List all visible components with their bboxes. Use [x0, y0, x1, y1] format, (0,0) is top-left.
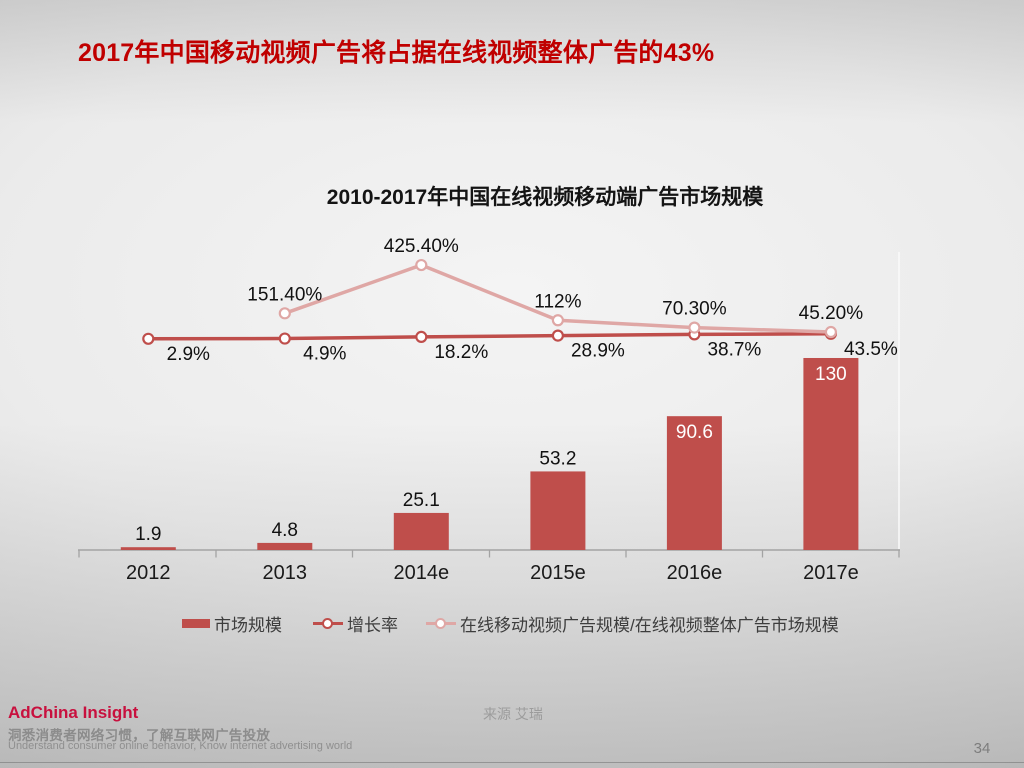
legend-label-growth-rate: 增长率	[347, 615, 398, 635]
line-marker	[824, 325, 838, 339]
legend-item-growth-rate: 增长率	[313, 611, 398, 635]
legend-marker-dot-icon	[435, 618, 446, 629]
line-point-label-below: 38.7%	[707, 339, 761, 360]
legend-item-market-size: 市场规模	[182, 611, 282, 635]
bar-2017e	[803, 357, 859, 550]
legend-bar-swatch-icon	[182, 618, 210, 628]
line-point-label-below: 4.9%	[303, 344, 346, 365]
line-point-label-above: 70.30%	[662, 299, 727, 320]
line-point-label-above: 112%	[534, 291, 581, 312]
line-marker	[278, 307, 291, 320]
line-marker	[688, 321, 701, 334]
category-label: 2016e	[667, 562, 723, 584]
bar-value-label: 53.2	[539, 448, 576, 469]
page-number: 34	[973, 740, 991, 757]
category-label: 2012	[126, 562, 171, 584]
line-marker	[415, 330, 428, 344]
bar-2014e	[393, 512, 449, 550]
legend-label-share-ratio: 在线移动视频广告规模/在线视频整体广告市场规模	[460, 615, 839, 635]
category-label: 2014e	[393, 562, 449, 584]
brand-tagline-en: Understand consumer online behavior, Kno…	[8, 740, 353, 752]
bar-2012	[120, 547, 176, 550]
bar-value-label-inside: 90.6	[676, 422, 713, 443]
legend-item-share-ratio: 在线移动视频广告规模/在线视频整体广告市场规模	[426, 611, 839, 635]
brand-logo-text: AdChina Insight	[8, 703, 139, 722]
legend-marker-dot-icon	[322, 618, 333, 629]
bar-2013	[257, 542, 313, 550]
growth-rate-line	[146, 332, 833, 341]
line-point-label-above: 425.40%	[384, 236, 459, 257]
legend-line-pale-swatch-icon	[426, 617, 456, 629]
line-point-label-below: 43.5%	[844, 339, 898, 360]
bar-2016e	[666, 416, 722, 550]
brand-tagline-cn: 洞悉消费者网络习惯，了解互联网广告投放	[8, 728, 271, 743]
category-label: 2017e	[803, 562, 859, 584]
line-marker	[551, 314, 565, 327]
line-marker	[551, 329, 565, 342]
legend-label-market-size: 市场规模	[214, 615, 282, 635]
line-point-label-below: 28.9%	[571, 341, 625, 362]
bar-value-label: 4.8	[272, 520, 298, 541]
chart-plot: 1.9 4.8 25.1 53.2 90.6 130 2012 2013 2014e 2015e 2…	[78, 236, 900, 584]
line-point-label-below: 2.9%	[167, 344, 210, 365]
line-marker	[142, 332, 155, 345]
bar-value-label-inside: 130	[815, 364, 847, 385]
line-point-label-below: 18.2%	[434, 342, 488, 363]
category-label: 2013	[263, 562, 308, 584]
chart-legend: 市场规模 增长率 在线移动视频广告规模/在线视频整体广告市场规模	[0, 611, 1024, 635]
source-note: 来源 艾瑞	[483, 706, 543, 722]
bar-2015e	[530, 471, 586, 550]
bar-value-label: 1.9	[135, 524, 161, 545]
bar-value-label: 25.1	[403, 490, 440, 511]
legend-line-dark-swatch-icon	[313, 617, 343, 629]
slide-title: 2017年中国移动视频广告将占据在线视频整体广告的43%	[78, 39, 715, 67]
line-marker	[278, 332, 291, 345]
line-marker	[415, 258, 428, 272]
line-point-label-above: 45.20%	[799, 303, 864, 324]
category-label: 2015e	[530, 562, 586, 584]
line-point-label-above: 151.40%	[247, 284, 322, 305]
chart-title: 2010-2017年中国在线视频移动端广告市场规模	[326, 186, 764, 209]
